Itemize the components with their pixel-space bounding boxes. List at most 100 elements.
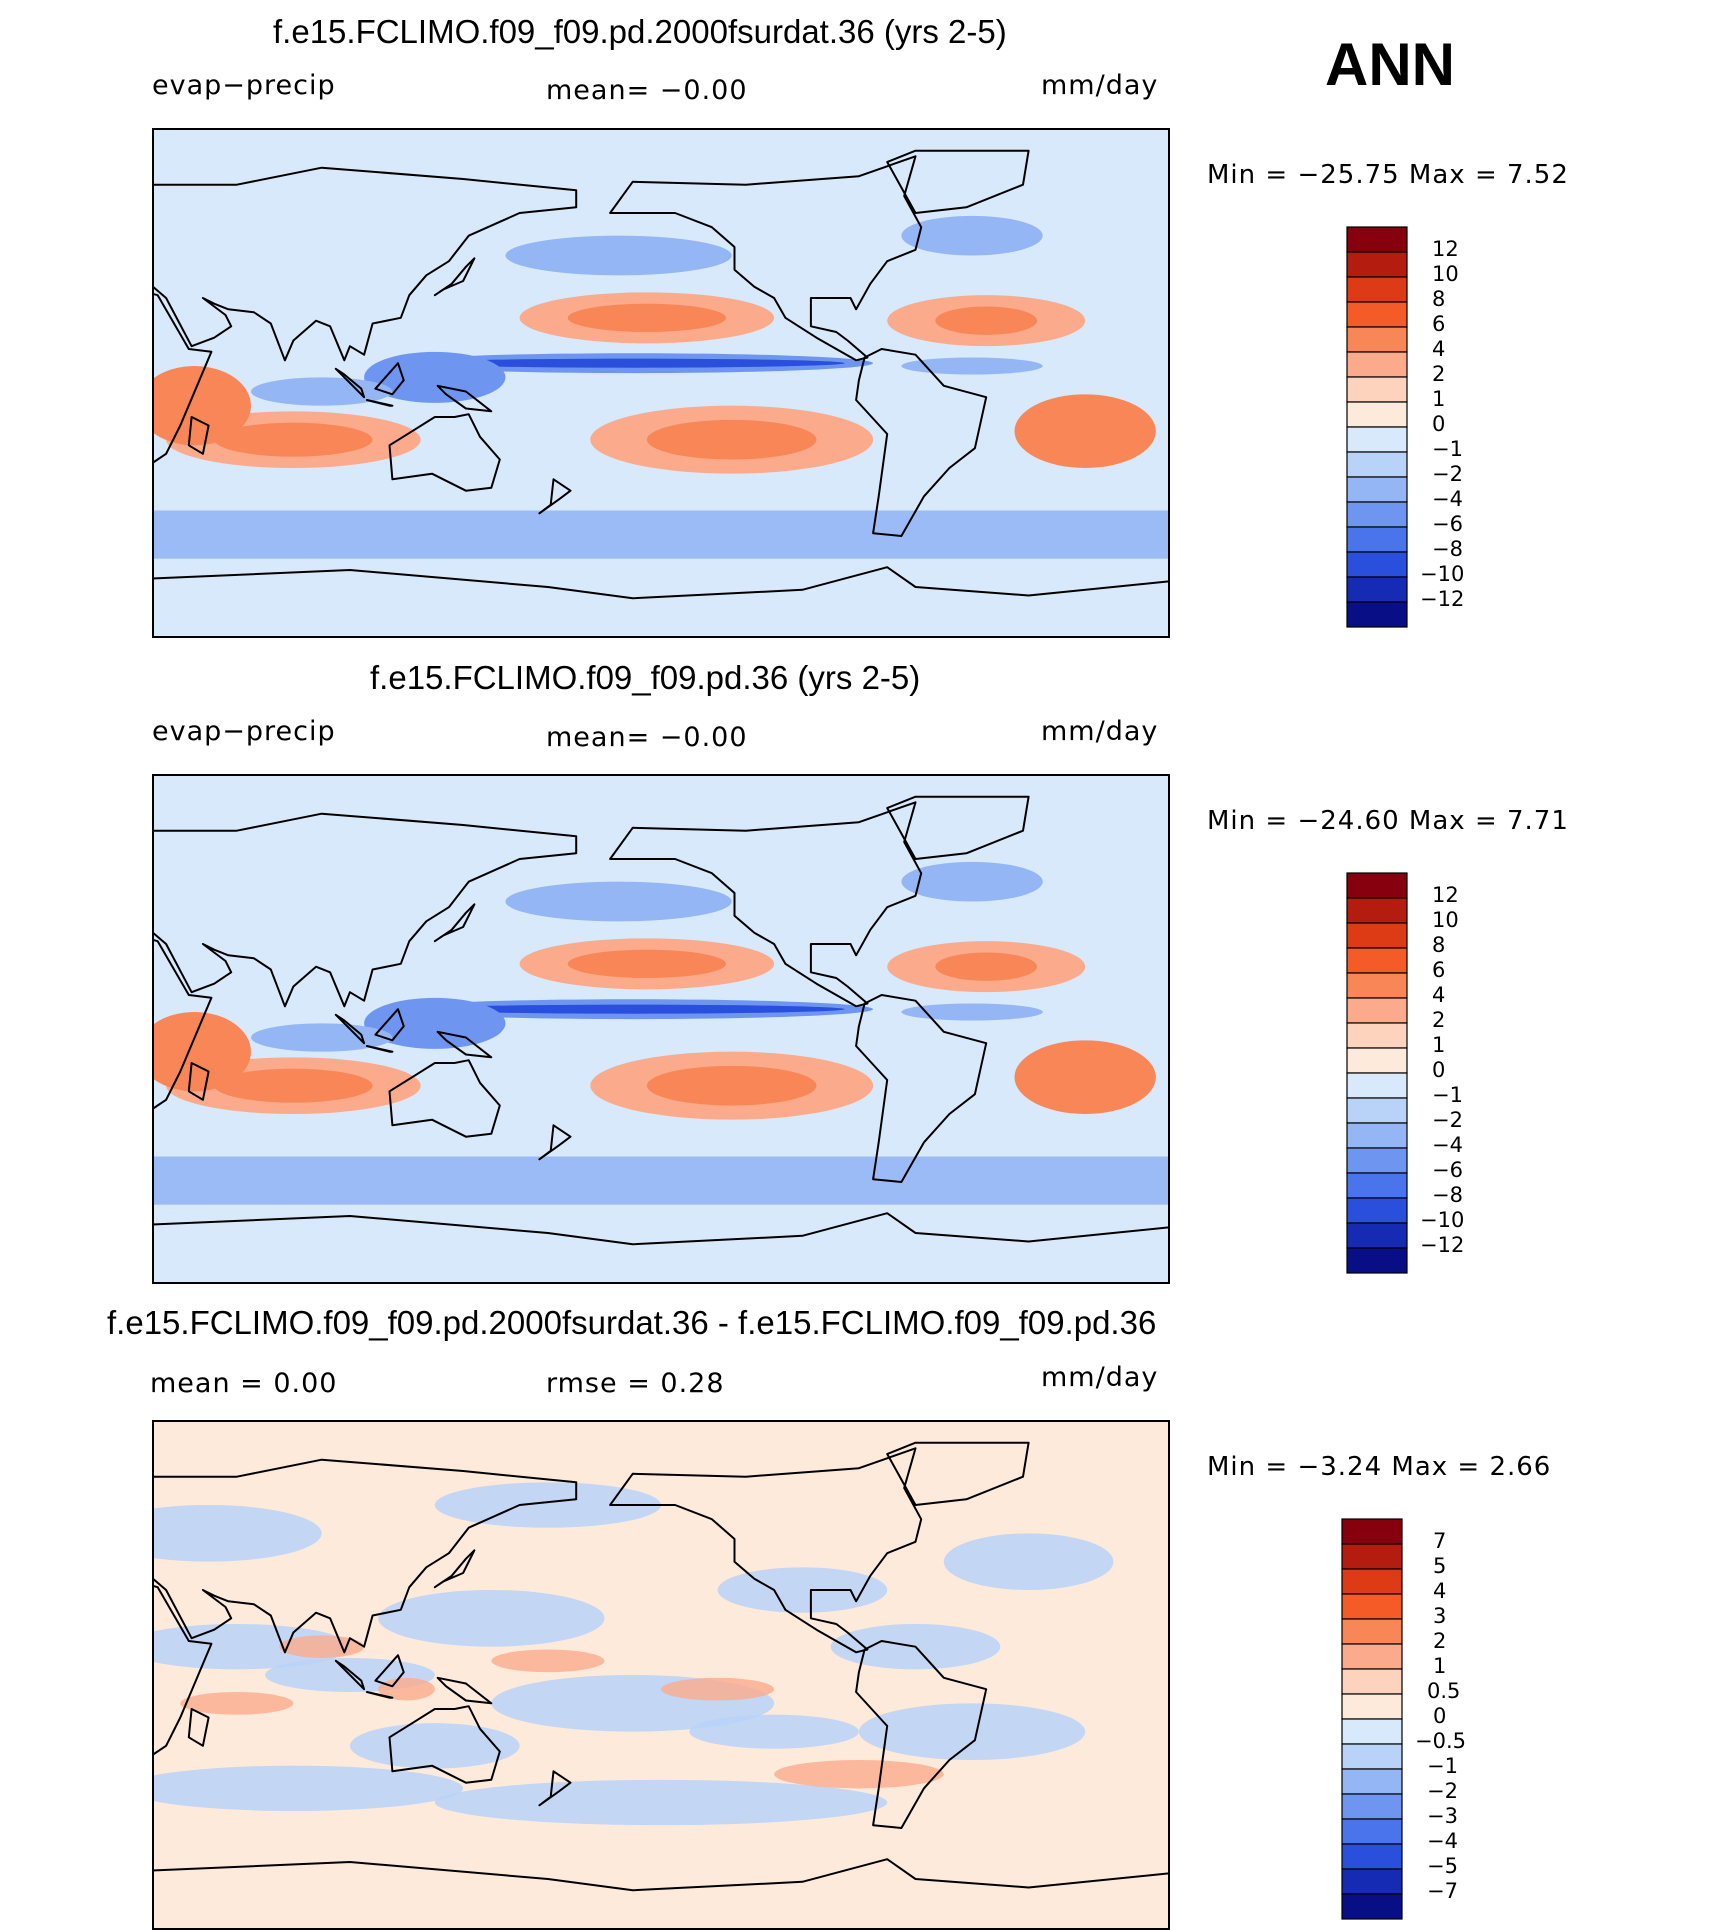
colorbar-box <box>1341 1693 1403 1720</box>
colorbar-tick: −12 <box>1420 587 1465 611</box>
anomaly-region <box>774 1760 944 1789</box>
panel-2-colorbar <box>1346 872 1408 1274</box>
colorbar-tick: −0.5 <box>1415 1729 1466 1753</box>
anomaly-region <box>378 1677 435 1701</box>
coastline <box>886 149 1030 214</box>
coastlines <box>152 795 1170 1284</box>
coastline <box>433 903 476 943</box>
coastline <box>433 257 476 297</box>
panel-3-map <box>152 1420 1170 1930</box>
subtropical-high-sa <box>1014 394 1156 468</box>
colorbar-tick: −4 <box>1427 1829 1458 1853</box>
anomaly-region <box>717 1567 888 1613</box>
subtropical-high-na-core <box>935 306 1038 335</box>
coastline <box>152 1458 578 1654</box>
colorbar-tick: −5 <box>1427 1854 1458 1878</box>
colorbar-tick: −2 <box>1432 1108 1463 1132</box>
coastline <box>433 1549 476 1589</box>
coastline <box>365 1691 394 1699</box>
colorbar-box <box>1346 601 1408 628</box>
colorbar-box <box>1341 1618 1403 1645</box>
subtropical-high-sa <box>1014 1040 1156 1114</box>
coastline <box>388 1705 501 1784</box>
colorbar-box <box>1346 501 1408 528</box>
panel-3-colorbar <box>1341 1518 1403 1920</box>
coastline <box>187 1062 210 1101</box>
colorbar-tick: −8 <box>1432 1183 1463 1207</box>
coastline <box>365 399 394 407</box>
coastline <box>886 795 1030 860</box>
anomaly-region <box>858 1703 1086 1760</box>
colorbar-tick: 4 <box>1432 337 1446 361</box>
colorbar-tick: −4 <box>1432 1133 1463 1157</box>
colorbar-box <box>1346 526 1408 553</box>
anomaly-region <box>152 1765 464 1811</box>
colorbar-box <box>1346 376 1408 403</box>
subtropical-high-sp-core <box>646 419 817 460</box>
itcz-atlantic <box>901 1003 1043 1021</box>
colorbar-box <box>1346 1047 1408 1074</box>
subtropical-high-sa-west <box>152 366 251 446</box>
colorbar-tick: 7 <box>1433 1529 1447 1553</box>
subtropical-high-si-core <box>214 1068 373 1103</box>
colorbar-box <box>1341 1718 1403 1745</box>
colorbar-tick: 3 <box>1433 1604 1447 1628</box>
panel-2-variable-label: evap−precip <box>152 716 336 747</box>
coastline <box>152 812 578 1008</box>
season-label: ANN <box>1325 31 1455 98</box>
colorbar-box <box>1346 1097 1408 1124</box>
panel-1-title: f.e15.FCLIMO.f09_f09.pd.2000fsurdat.36 (… <box>273 13 1007 50</box>
colorbar-box <box>1341 1868 1403 1895</box>
coastline <box>609 155 923 362</box>
coastlines <box>152 1441 1170 1930</box>
colorbar-tick: −10 <box>1420 1208 1465 1232</box>
colorbar-box <box>1346 947 1408 974</box>
coastline <box>436 384 493 413</box>
coastline <box>855 1640 988 1829</box>
colorbar-box <box>1341 1568 1403 1595</box>
colorbar-box <box>1341 1518 1403 1545</box>
colorbar-tick: 1 <box>1432 387 1446 411</box>
colorbar-tick: −3 <box>1427 1804 1458 1828</box>
panel-1-variable-label: evap−precip <box>152 70 336 101</box>
subtropical-high-np-core <box>567 949 727 978</box>
colorbar-tick: 4 <box>1432 983 1446 1007</box>
colorbar-box <box>1346 251 1408 278</box>
colorbar-tick: 12 <box>1432 883 1459 907</box>
colorbar-box <box>1346 897 1408 924</box>
colorbar-tick: −1 <box>1427 1754 1458 1778</box>
coastline <box>365 1045 394 1053</box>
map-frame <box>152 774 1170 1284</box>
colorbar-box <box>1346 576 1408 603</box>
anomaly-region <box>434 1779 888 1826</box>
colorbar-tick: 2 <box>1432 1008 1446 1032</box>
coastline <box>334 1013 366 1045</box>
coastline <box>388 413 501 492</box>
colorbar-tick: 1 <box>1433 1654 1447 1678</box>
colorbar-tick: 0 <box>1432 1058 1446 1082</box>
colorbar-box <box>1346 551 1408 578</box>
colorbar-box <box>1341 1793 1403 1820</box>
colorbar-tick: 0.5 <box>1427 1679 1461 1703</box>
colorbar-box <box>1346 1247 1408 1274</box>
colorbar-box <box>1346 1147 1408 1174</box>
colorbar-box <box>1346 326 1408 353</box>
coastline <box>436 1030 493 1059</box>
colorbar-tick: 2 <box>1432 362 1446 386</box>
coastline <box>538 1124 572 1161</box>
colorbar-tick: −10 <box>1420 562 1465 586</box>
colorbar-box <box>1346 426 1408 453</box>
colorbar-tick: 8 <box>1432 933 1446 957</box>
coastline <box>152 566 1170 638</box>
colorbar-tick: −7 <box>1427 1879 1458 1903</box>
colorbar-box <box>1346 301 1408 328</box>
colorbar-tick: −2 <box>1432 462 1463 486</box>
panel-2-mean-label: mean= −0.00 <box>546 722 748 753</box>
panel-3-min-max: Min = −3.24 Max = 2.66 <box>1207 1452 1552 1482</box>
coastline <box>538 478 572 515</box>
colorbar-tick: 10 <box>1432 262 1459 286</box>
colorbar-tick: −1 <box>1432 437 1463 461</box>
anomaly-region <box>434 1482 661 1528</box>
coastline <box>886 1441 1030 1506</box>
itcz-atlantic <box>901 357 1043 375</box>
